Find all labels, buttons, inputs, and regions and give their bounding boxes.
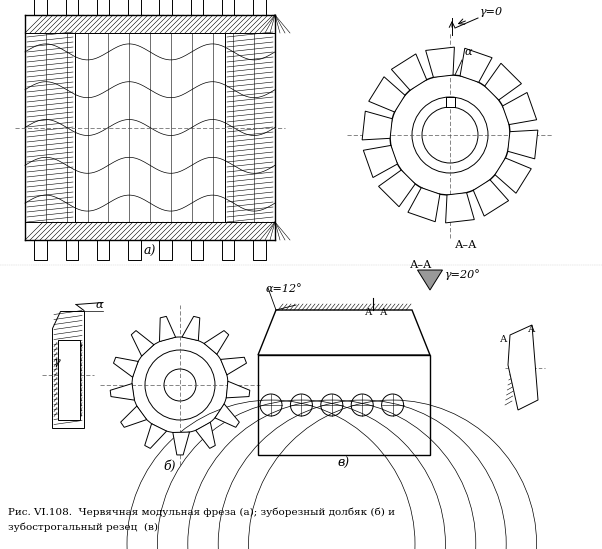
Polygon shape (473, 180, 509, 216)
Polygon shape (507, 130, 538, 159)
Polygon shape (503, 92, 536, 125)
Text: α: α (465, 47, 473, 57)
Bar (25, 15, 275, 33)
Polygon shape (495, 158, 532, 193)
Text: б): б) (164, 460, 176, 473)
Polygon shape (131, 330, 154, 356)
Polygon shape (368, 77, 405, 112)
Polygon shape (182, 316, 200, 340)
Polygon shape (144, 424, 167, 449)
Polygon shape (220, 357, 246, 375)
Text: α=12°: α=12° (266, 284, 303, 294)
Polygon shape (485, 63, 521, 100)
Polygon shape (215, 404, 240, 427)
Polygon shape (418, 270, 442, 290)
Polygon shape (426, 47, 455, 77)
Text: А: А (380, 308, 387, 317)
Text: γ: γ (54, 357, 61, 367)
Polygon shape (173, 432, 190, 455)
Text: зубострогальный резец  (в): зубострогальный резец (в) (8, 523, 158, 532)
Text: в): в) (338, 457, 350, 470)
Polygon shape (408, 188, 440, 222)
Bar (445, 97, 455, 107)
Polygon shape (196, 422, 216, 449)
Polygon shape (379, 170, 415, 207)
Text: а): а) (144, 245, 156, 258)
Polygon shape (445, 193, 474, 223)
Bar (58, 339, 80, 419)
Polygon shape (258, 310, 430, 355)
Bar (258, 355, 430, 455)
Text: γ=0: γ=0 (480, 7, 503, 17)
Polygon shape (364, 145, 397, 177)
Text: γ=20°: γ=20° (445, 269, 481, 280)
Polygon shape (460, 48, 492, 82)
Polygon shape (114, 357, 138, 377)
Text: А: А (528, 325, 535, 334)
Polygon shape (226, 381, 250, 398)
Polygon shape (160, 316, 176, 341)
Bar (25, 222, 275, 240)
Polygon shape (110, 384, 134, 400)
Text: α: α (96, 300, 104, 311)
Text: А–А: А–А (410, 260, 432, 270)
Text: А: А (365, 308, 373, 317)
Text: А–А: А–А (455, 240, 477, 250)
Polygon shape (391, 54, 427, 90)
Polygon shape (120, 406, 147, 427)
Text: Рис. VI.108.  Червячная модульная фреза (а); зуборезный долбяк (б) и: Рис. VI.108. Червячная модульная фреза (… (8, 507, 395, 517)
Polygon shape (52, 311, 84, 428)
Text: А: А (500, 335, 507, 344)
Polygon shape (204, 330, 229, 354)
Polygon shape (508, 325, 538, 410)
Polygon shape (362, 111, 393, 140)
Bar (75, 33, 225, 222)
